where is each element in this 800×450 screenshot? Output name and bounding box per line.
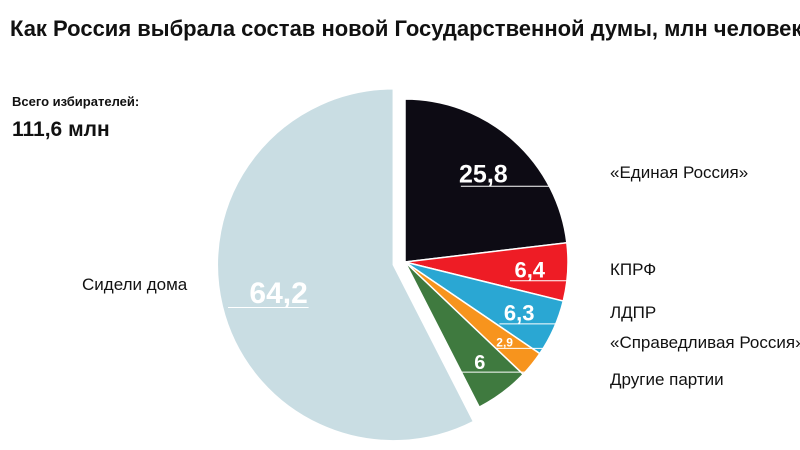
slice-category-label-5: Сидели дома	[82, 275, 188, 294]
total-voters-value: 111,6 млн	[12, 118, 110, 141]
slice-value-label-5: 64,2	[249, 277, 307, 310]
slice-category-label-2: ЛДПР	[610, 303, 656, 322]
slice-category-label-4: Другие партии	[610, 370, 724, 389]
slice-category-label-1: КПРФ	[610, 260, 656, 279]
slice-value-label-4: 6	[474, 352, 485, 374]
slice-value-label-0: 25,8	[459, 161, 508, 189]
pie-slice-4	[404, 261, 525, 409]
chart-title: Как Россия выбрала состав новой Государс…	[10, 16, 800, 41]
slice-value-label-2: 6,3	[504, 301, 535, 326]
pie-slice-0	[404, 98, 568, 263]
total-voters-label: Всего избирателей:	[12, 94, 140, 109]
pie-slice-5	[216, 88, 475, 442]
slice-value-label-3: 2,9	[496, 336, 513, 350]
slice-value-label-1: 6,4	[514, 257, 545, 282]
slice-category-label-0: «Единая Россия»	[610, 163, 748, 182]
slice-category-label-3: «Справедливая Россия»	[610, 333, 800, 352]
